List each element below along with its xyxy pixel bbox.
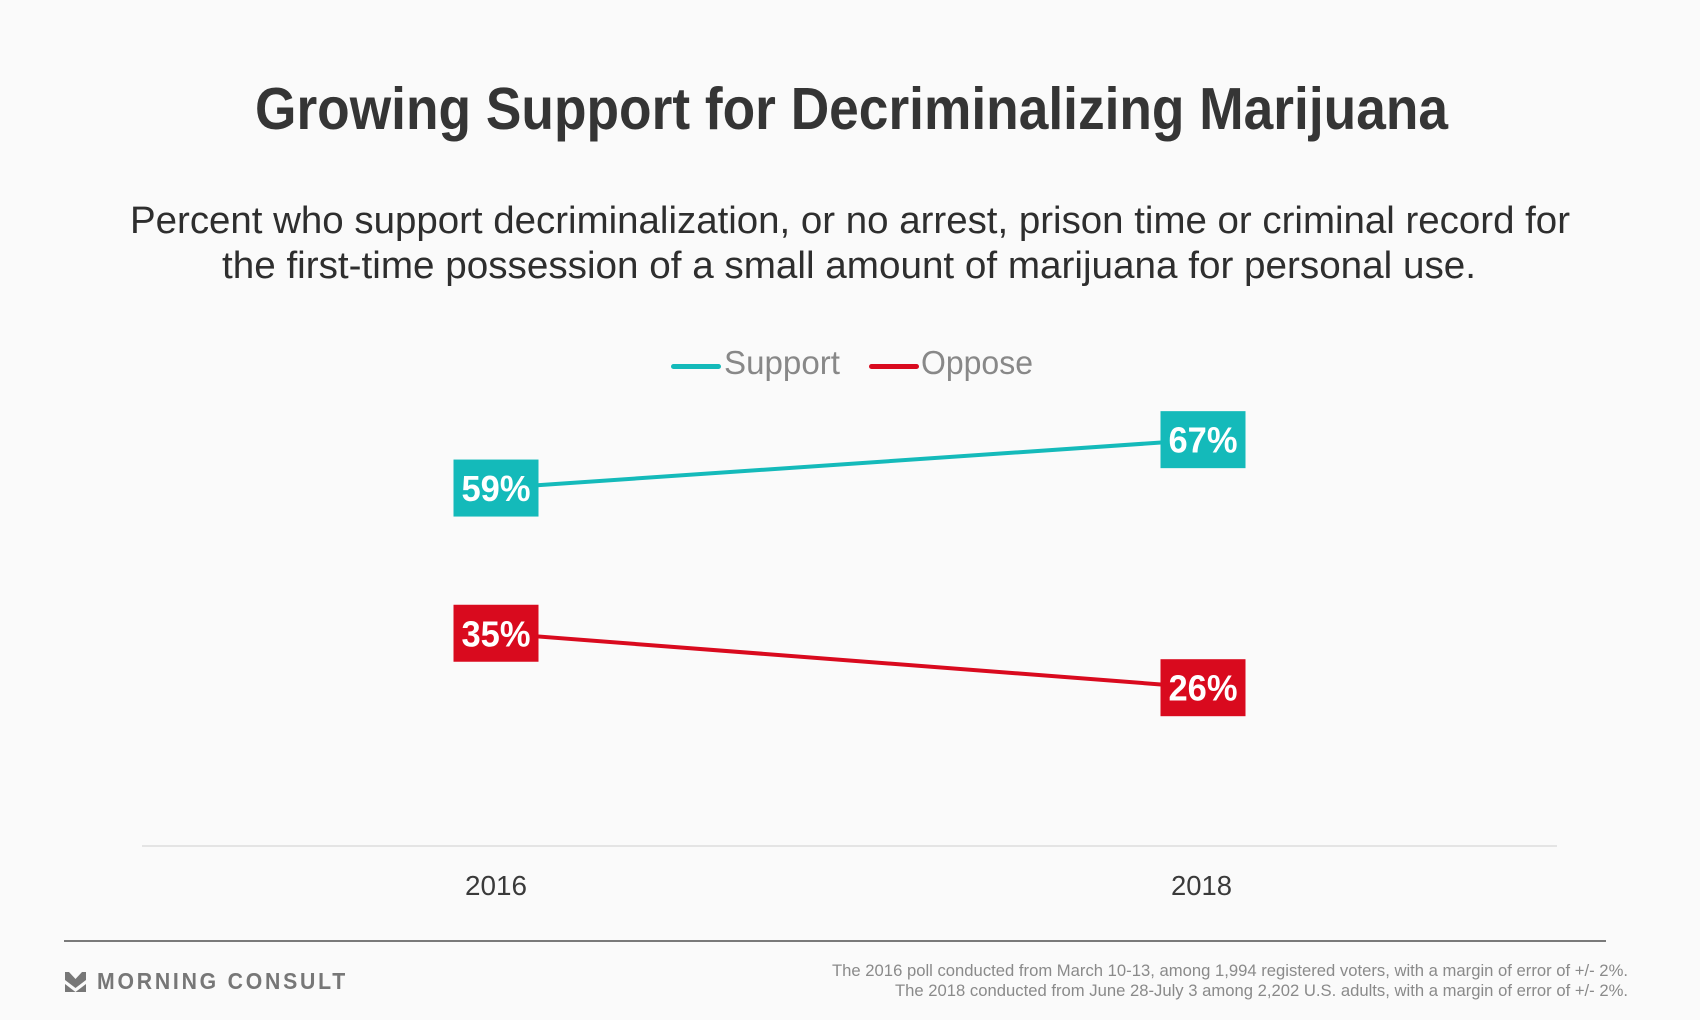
data-label-text: 26% <box>1169 668 1238 709</box>
data-label-box <box>1160 659 1246 717</box>
chart-title: Growing Support for Decriminalizing Mari… <box>255 76 1448 142</box>
data-label-text: 35% <box>462 613 531 654</box>
legend-swatch-support <box>671 364 721 369</box>
chart-subtitle-line-1: Percent who support decriminalization, o… <box>130 200 1570 242</box>
x-tick-label: 2016 <box>465 870 527 901</box>
footnote-line-1: The 2016 poll conducted from March 10-13… <box>832 961 1628 980</box>
chart-subtitle-line-1-container: Percent who support decriminalization, o… <box>130 202 1570 240</box>
data-point-oppose-2016[interactable]: 35% <box>453 604 539 662</box>
data-point-support-2018[interactable]: 67% <box>1160 411 1246 469</box>
footnote-line-2: The 2018 conducted from June 28-July 3 a… <box>895 981 1628 1000</box>
chart-subtitle-line-2: the first-time possession of a small amo… <box>222 245 1476 287</box>
brand-name: MORNING CONSULT <box>97 968 348 994</box>
morning-consult-logo-icon <box>65 972 86 992</box>
data-label-text: 67% <box>1169 420 1238 461</box>
legend-swatch-oppose <box>869 364 919 369</box>
series-line-oppose <box>495 631 1204 690</box>
data-point-support-2016[interactable]: 59% <box>453 459 539 517</box>
chart-subtitle-line-2-container: the first-time possession of a small amo… <box>222 247 1476 285</box>
legend-label-support: Support <box>724 344 840 381</box>
data-point-oppose-2018[interactable]: 26% <box>1160 659 1246 717</box>
data-label-box <box>453 459 539 517</box>
series-layer <box>495 437 1204 690</box>
data-labels-layer: 59% 67% 35% 26% <box>453 411 1246 717</box>
x-tick-2016-container: 2016 <box>465 872 527 900</box>
footnote-1-container: The 2016 poll conducted from March 10-13… <box>832 962 1645 980</box>
x-tick-label: 2018 <box>1171 870 1232 901</box>
data-label-box <box>453 604 539 662</box>
footer-divider <box>64 940 1606 942</box>
data-label-box <box>1160 411 1246 469</box>
chart-title-container: Growing Support for Decriminalizing Mari… <box>255 80 1576 139</box>
series-line-support <box>495 437 1204 491</box>
data-label-text: 59% <box>462 468 531 509</box>
legend-label-oppose: Oppose <box>921 344 1033 381</box>
footnote-2-container: The 2018 conducted from June 28-July 3 a… <box>895 982 1644 1000</box>
x-tick-2018-container: 2018 <box>1171 872 1233 900</box>
